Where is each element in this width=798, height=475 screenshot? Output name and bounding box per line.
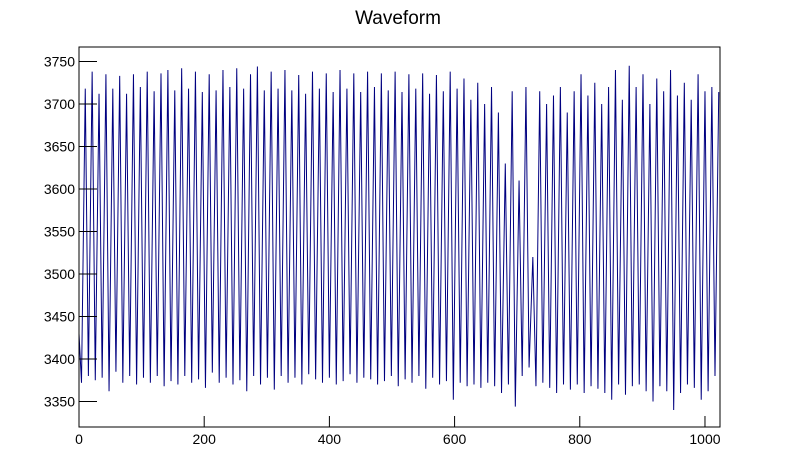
chart-title: Waveform bbox=[355, 8, 441, 29]
y-tick-label: 3750 bbox=[44, 53, 75, 69]
waveform-line bbox=[78, 65, 720, 411]
y-tick-label: 3700 bbox=[44, 96, 75, 112]
y-tick-label: 3450 bbox=[44, 308, 75, 324]
y-tick-label: 3550 bbox=[44, 223, 75, 239]
plot-frame bbox=[78, 46, 721, 428]
x-tick-label: 600 bbox=[443, 431, 467, 447]
x-tick-label: 400 bbox=[318, 431, 342, 447]
y-tick-label: 3600 bbox=[44, 181, 75, 197]
y-tick-label: 3350 bbox=[44, 393, 75, 409]
y-tick-label: 3650 bbox=[44, 138, 75, 154]
x-tick-label: 0 bbox=[75, 431, 83, 447]
x-tick-label: 1000 bbox=[689, 431, 720, 447]
y-tick-label: 3400 bbox=[44, 351, 75, 367]
y-tick-label: 3500 bbox=[44, 266, 75, 282]
x-tick-label: 800 bbox=[568, 431, 592, 447]
x-tick-label: 200 bbox=[193, 431, 217, 447]
